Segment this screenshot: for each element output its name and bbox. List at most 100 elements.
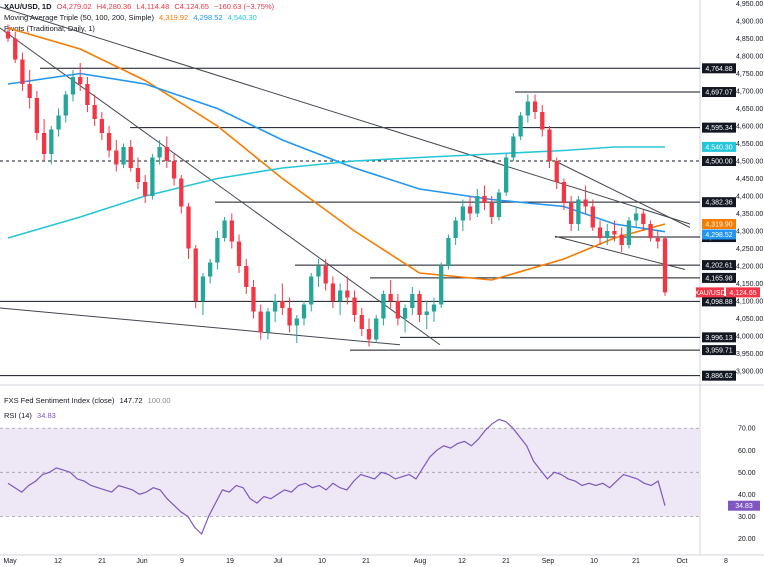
- candle-body: [532, 101, 538, 112]
- candle-body: [301, 304, 307, 319]
- price-tick-label: 4,950.00: [736, 1, 763, 8]
- candle-body: [258, 311, 263, 333]
- candle-body: [366, 329, 372, 340]
- price-tick-label: 4,550.00: [736, 141, 763, 148]
- pivot-label-box: [702, 370, 736, 381]
- candle-body: [215, 238, 220, 263]
- candle-body: [395, 301, 401, 319]
- candle-body: [121, 147, 126, 165]
- candle-body: [525, 101, 530, 116]
- sentiment-header: FXS Fed Sentiment Index (close) 147.72 1…: [4, 396, 174, 405]
- price-tick-label: 4,450.00: [736, 176, 763, 183]
- candle-body: [612, 231, 617, 235]
- candle-body: [446, 238, 451, 266]
- candle-body: [626, 220, 632, 245]
- time-tick-label: Oct: [677, 558, 688, 565]
- pivot-label-box: [702, 63, 736, 74]
- price-tick-label: 3,950.00: [736, 351, 763, 358]
- candle-body: [114, 150, 119, 165]
- candle-body: [20, 59, 25, 84]
- candle-body: [78, 77, 83, 84]
- ma200-label-box: [702, 141, 736, 152]
- candle-body: [164, 147, 169, 161]
- candle-body: [633, 213, 639, 221]
- candle-body: [374, 318, 379, 340]
- time-tick-label: Jul: [274, 558, 283, 565]
- pivot-label: 3,886.62: [705, 373, 732, 380]
- candle-body: [106, 133, 112, 151]
- pivot-label: 3,959.71: [705, 348, 732, 355]
- rsi-tick-label: 70.00: [738, 426, 756, 433]
- candle-body: [49, 129, 54, 154]
- candle-body: [265, 311, 271, 333]
- pivots-header: Pivots (Traditional, Daily, 1): [4, 24, 98, 33]
- candle-body: [381, 294, 386, 319]
- last-price-symbol-box: [696, 287, 724, 298]
- candle-body: [511, 136, 516, 158]
- last-price-label: 4,124.65: [729, 290, 756, 297]
- ohlc-open: O4,279.02: [56, 2, 92, 11]
- time-tick-label: 12: [54, 558, 62, 565]
- ohlc-low: L4,114.48: [136, 2, 170, 11]
- trendline: [554, 160, 691, 228]
- candle-body: [554, 161, 559, 182]
- candle-body: [330, 283, 336, 301]
- last-price-box: [726, 287, 760, 298]
- candle-body: [5, 31, 11, 39]
- rsi-tick-label: 30.00: [738, 514, 756, 521]
- rsi-value-label: 34.83: [735, 503, 753, 510]
- candle-body: [467, 206, 473, 214]
- rsi-value-box: [728, 500, 760, 511]
- candle-body: [13, 38, 18, 60]
- candle-body: [208, 262, 213, 277]
- pivot-label-box: [702, 87, 736, 98]
- candle-body: [251, 287, 256, 312]
- rsi-tick-label: 20.00: [738, 536, 756, 543]
- candle-body: [150, 157, 155, 196]
- ohlc-change: −160.63 (−3.75%): [214, 2, 275, 11]
- candle-body: [662, 238, 668, 293]
- candle-body: [99, 119, 104, 133]
- candle-body: [85, 84, 90, 105]
- candle-body: [128, 147, 133, 168]
- price-tick-label: 4,750.00: [736, 71, 763, 78]
- pivot-label: 4,697.07: [705, 90, 732, 97]
- candle-body: [193, 248, 198, 301]
- pivot-label: 4,595.34: [705, 125, 732, 132]
- price-tick-label: 4,200.00: [736, 264, 763, 271]
- trendline: [0, 6, 691, 225]
- symbol-label: XAU/USD, 1D: [4, 2, 52, 11]
- candle-body: [619, 234, 624, 245]
- price-tick-label: 4,650.00: [736, 106, 763, 113]
- price-tick-label: 4,900.00: [736, 19, 763, 26]
- candle-body: [186, 206, 191, 249]
- candle-body: [518, 115, 523, 137]
- candle-body: [547, 129, 552, 161]
- candle-body: [561, 182, 567, 203]
- pivot-label-box: [702, 156, 736, 166]
- pivot-label: 3,996.13: [705, 335, 732, 342]
- ma100-axis-label: 4,298.52: [705, 232, 732, 239]
- price-tick-label: 3,900.00: [736, 369, 763, 376]
- pivot-label: 4,202.61: [705, 263, 732, 270]
- rsi-tick-label: 60.00: [738, 448, 756, 455]
- pivot-label: 4,764.88: [705, 66, 732, 73]
- time-tick-label: May: [3, 558, 17, 565]
- last-price-symbol: XAU/USD: [694, 290, 725, 297]
- candle-body: [280, 301, 285, 308]
- candle-body: [597, 227, 603, 238]
- candle-body: [27, 84, 32, 98]
- price-tick-label: 4,350.00: [736, 211, 763, 218]
- pivot-label-box: [702, 345, 736, 356]
- pivot-label: 4,165.98: [705, 275, 732, 282]
- candle-body: [229, 220, 234, 242]
- candle-body: [309, 276, 314, 305]
- ma200-line: [7, 146, 665, 239]
- time-tick-label: 21: [632, 558, 640, 565]
- price-tick-label: 4,700.00: [736, 89, 763, 96]
- time-tick-label: 10: [318, 558, 326, 565]
- ma50-line: [7, 27, 666, 281]
- price-tick-label: 4,000.00: [736, 334, 763, 341]
- candle-body: [402, 308, 408, 319]
